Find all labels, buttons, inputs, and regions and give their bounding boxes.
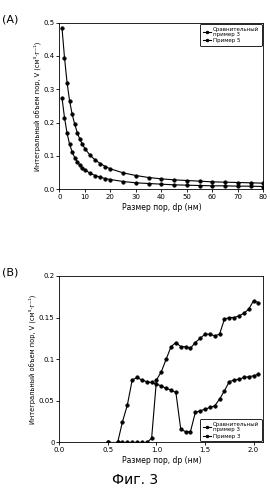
X-axis label: Размер пор, dp (нм): Размер пор, dp (нм) [122,456,201,465]
X-axis label: Размер пор, dp (нм): Размер пор, dp (нм) [122,203,201,212]
Text: Фиг. 3: Фиг. 3 [112,474,158,488]
Text: (A): (A) [2,14,19,24]
Y-axis label: Интегральный объем пор, V (см³·г⁻¹): Интегральный объем пор, V (см³·г⁻¹) [29,294,36,424]
Legend: Сравнительный
пример 3, Пример 5: Сравнительный пример 3, Пример 5 [200,24,262,46]
Legend: Сравнительный
пример 3, Пример 3: Сравнительный пример 3, Пример 3 [200,420,262,441]
Text: (B): (B) [2,268,19,278]
Y-axis label: Интегральный объем пор, V (см³·г⁻¹): Интегральный объем пор, V (см³·г⁻¹) [33,41,40,170]
